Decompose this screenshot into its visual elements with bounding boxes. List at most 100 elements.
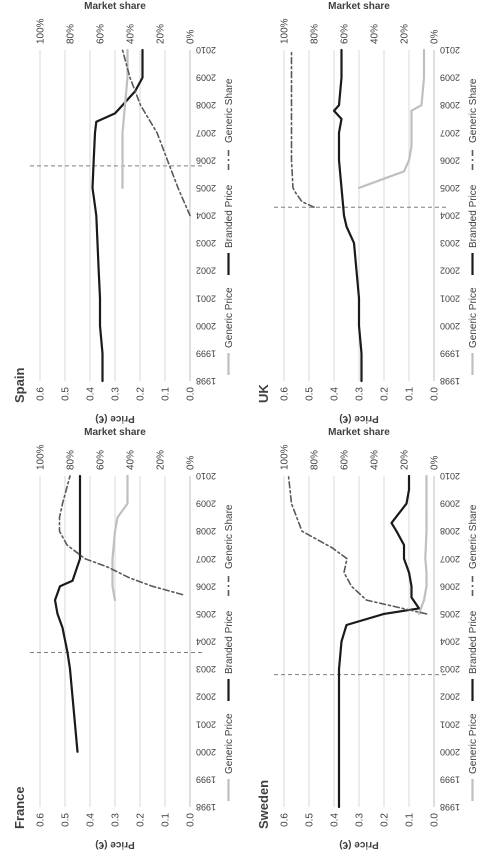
x-tick-label: 2008 xyxy=(196,100,216,110)
y-tick-label: 0.5 xyxy=(305,813,316,827)
y2-tick-label: 60% xyxy=(340,450,351,470)
chart-france: France 0.0 0.1 0.2 0.3 0.4 0.5 0.6 0% 20% 40% 60% 80… xyxy=(12,427,235,850)
series-line-generic-price xyxy=(357,48,426,189)
x-tick-label: 2004 xyxy=(440,637,460,647)
x-tick-label: 2000 xyxy=(440,321,460,331)
panel-sweden: Sweden 0.0 0.1 0.2 0.3 0.4 0.5 0.6 0% 20% 40% 60% 80… xyxy=(244,426,487,851)
x-tick-label: 1998 xyxy=(440,802,460,812)
y2-tick-label: 100% xyxy=(36,444,47,470)
y2-tick-label: 40% xyxy=(126,450,137,470)
series-line-generic-price xyxy=(121,48,129,189)
x-tick-label: 2010 xyxy=(440,471,460,481)
y2-tick-label: 20% xyxy=(156,450,167,470)
y2-tick-label: 40% xyxy=(126,24,137,44)
x-tick-label: 2001 xyxy=(440,293,460,303)
y-tick-label: 0.4 xyxy=(330,387,341,401)
legend-label: Branded Price xyxy=(224,610,235,674)
x-tick-label: 2003 xyxy=(196,664,216,674)
series-line-branded-price xyxy=(332,48,363,383)
y-tick-label: 0.3 xyxy=(355,387,366,401)
x-tick-label: 2004 xyxy=(196,637,216,647)
y-axis-title: Price (€) xyxy=(339,413,378,424)
y-tick-label: 0.6 xyxy=(36,813,47,827)
y2-tick-label: 20% xyxy=(156,24,167,44)
panel-uk: UK 0.0 0.1 0.2 0.3 0.4 0.5 0.6 0% 20% 40% 60% 80% 100… xyxy=(244,0,487,425)
x-tick-label: 2008 xyxy=(196,526,216,536)
y-tick-label: 0.2 xyxy=(380,813,391,827)
x-tick-label: 1999 xyxy=(440,774,460,784)
x-tick-label: 2000 xyxy=(196,321,216,331)
x-tick-label: 2004 xyxy=(440,211,460,221)
legend-label: Generic Price xyxy=(224,287,235,348)
y2-tick-label: 20% xyxy=(400,24,411,44)
x-tick-label: 1998 xyxy=(196,802,216,812)
x-tick-label: 2001 xyxy=(440,719,460,729)
x-tick-label: 2009 xyxy=(440,499,460,509)
x-tick-label: 2009 xyxy=(196,499,216,509)
chart-sweden: Sweden 0.0 0.1 0.2 0.3 0.4 0.5 0.6 0% 20% 40% 60% 80… xyxy=(256,427,479,850)
x-tick-label: 2005 xyxy=(196,183,216,193)
chart-title: Spain xyxy=(12,368,27,403)
y-tick-label: 0.2 xyxy=(380,387,391,401)
y-axis-title: Price (€) xyxy=(95,839,134,850)
series-line-generic-share xyxy=(58,475,184,596)
y-tick-label: 0.1 xyxy=(161,813,172,827)
chart-title: UK xyxy=(256,384,271,403)
chart-uk: UK 0.0 0.1 0.2 0.3 0.4 0.5 0.6 0% 20% 40% 60% 80% 100… xyxy=(256,1,479,424)
y2-tick-label: 60% xyxy=(96,450,107,470)
y-tick-label: 0.3 xyxy=(111,387,122,401)
y-tick-label: 0.1 xyxy=(405,813,416,827)
chart-spain: Spain 0.0 0.1 0.2 0.3 0.4 0.5 0.6 0% 20% 40% 60% 80%… xyxy=(12,1,235,424)
y2-tick-label: 80% xyxy=(310,24,321,44)
y-tick-label: 0.2 xyxy=(136,387,147,401)
x-tick-label: 2007 xyxy=(440,554,460,564)
legend-label: Branded Price xyxy=(224,184,235,248)
legend-label: Generic Price xyxy=(224,713,235,774)
y2-tick-label: 80% xyxy=(310,450,321,470)
y-tick-label: 0.1 xyxy=(405,387,416,401)
x-tick-label: 2003 xyxy=(196,238,216,248)
x-tick-label: 1999 xyxy=(196,774,216,784)
x-tick-label: 2007 xyxy=(440,128,460,138)
y-tick-label: 0.2 xyxy=(136,813,147,827)
y-tick-label: 0.3 xyxy=(111,813,122,827)
x-tick-label: 2006 xyxy=(196,581,216,591)
series-line-branded-price xyxy=(91,48,144,383)
y2-tick-label: 100% xyxy=(280,18,291,44)
y-axis-title: Price (€) xyxy=(339,839,378,850)
x-tick-label: 2009 xyxy=(440,73,460,83)
legend-label: Generic Share xyxy=(224,78,235,143)
y-tick-label: 0.6 xyxy=(280,387,291,401)
x-tick-label: 2002 xyxy=(440,266,460,276)
series-line-generic-price xyxy=(417,474,428,615)
x-tick-label: 2001 xyxy=(196,293,216,303)
legend-label: Branded Price xyxy=(468,610,479,674)
y2-tick-label: 20% xyxy=(400,450,411,470)
y-tick-label: 0.0 xyxy=(430,387,441,401)
legend-label: Generic Price xyxy=(468,713,479,774)
x-tick-label: 2010 xyxy=(440,45,460,55)
y2-tick-label: 40% xyxy=(370,450,381,470)
x-tick-label: 2004 xyxy=(196,211,216,221)
y2-tick-label: 40% xyxy=(370,24,381,44)
y2-tick-label: 0% xyxy=(430,455,441,470)
x-tick-label: 2007 xyxy=(196,554,216,564)
panel-spain: Spain 0.0 0.1 0.2 0.3 0.4 0.5 0.6 0% 20% 40% 60% 80%… xyxy=(0,0,243,425)
x-tick-label: 2002 xyxy=(196,266,216,276)
y2-axis-title: Market share xyxy=(84,427,146,438)
y2-tick-label: 100% xyxy=(280,444,291,470)
x-tick-label: 2003 xyxy=(440,664,460,674)
chart-title: France xyxy=(12,786,27,829)
series-line-generic-share xyxy=(121,49,191,217)
x-tick-label: 2009 xyxy=(196,73,216,83)
x-tick-label: 1998 xyxy=(196,376,216,386)
y-axis-title: Price (€) xyxy=(95,413,134,424)
y-tick-label: 0.0 xyxy=(186,387,197,401)
x-tick-label: 2008 xyxy=(440,100,460,110)
y-tick-label: 0.5 xyxy=(305,387,316,401)
x-tick-label: 2005 xyxy=(440,609,460,619)
chart-title: Sweden xyxy=(256,780,271,829)
x-tick-label: 2006 xyxy=(440,155,460,165)
x-tick-label: 2001 xyxy=(196,719,216,729)
